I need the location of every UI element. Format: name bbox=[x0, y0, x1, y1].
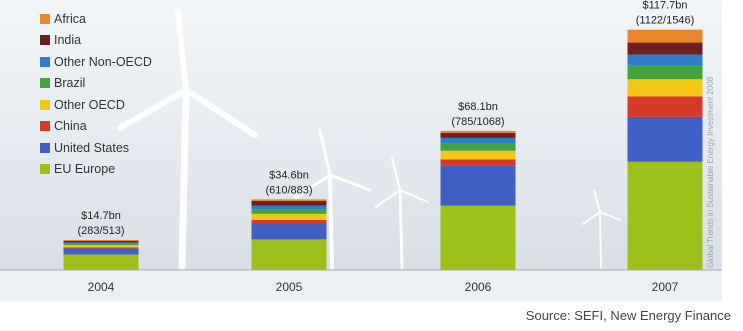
legend-swatch-brazil bbox=[40, 78, 50, 89]
bar-deals-label-2007: (1122/1546) bbox=[636, 15, 695, 27]
x-tick-2004: 2004 bbox=[88, 280, 115, 294]
bar-segment-2005-india bbox=[251, 200, 327, 206]
legend-swatch-other-non-oecd bbox=[40, 56, 50, 67]
turbine-decoration bbox=[117, 9, 621, 272]
legend-label-india: India bbox=[54, 33, 82, 48]
x-tick-2005: 2005 bbox=[276, 280, 303, 294]
bar-segment-2004-other-oecd bbox=[63, 245, 139, 248]
bar-segment-2006-india bbox=[440, 133, 516, 138]
legend-label-brazil: Brazil bbox=[54, 76, 86, 91]
bar-total-label-2005: $34.6bn bbox=[269, 169, 309, 181]
bar-segment-2005-brazil bbox=[251, 209, 327, 214]
legend-swatch-china bbox=[40, 121, 50, 132]
background bbox=[0, 0, 722, 270]
legend-label-eu-europe: EU Europe bbox=[54, 162, 116, 177]
bar-segment-2007-china bbox=[627, 96, 703, 117]
bar-segment-2006-other-non-oecd bbox=[440, 137, 516, 144]
bar-segment-2006-china bbox=[440, 159, 516, 166]
bars bbox=[63, 29, 703, 270]
legend-item-africa: Africa bbox=[40, 8, 152, 30]
legend-item-eu-europe: EU Europe bbox=[40, 159, 152, 181]
legend-swatch-africa bbox=[40, 13, 50, 24]
legend-label-china: China bbox=[54, 119, 87, 134]
legend: Africa India Other Non-OECD Brazil Other… bbox=[40, 8, 152, 180]
bar-total-label-2006: $68.1bn bbox=[458, 101, 498, 113]
bar-segment-2007-eu-europe bbox=[627, 161, 703, 270]
legend-swatch-other-oecd bbox=[40, 99, 50, 110]
legend-swatch-india bbox=[40, 35, 50, 46]
bar-total-label-2007: $117.7bn bbox=[642, 0, 687, 12]
bar-segment-2006-eu-europe bbox=[440, 205, 516, 270]
bar-segment-2007-other-non-oecd bbox=[627, 54, 703, 66]
bar-segment-2005-other-oecd bbox=[251, 213, 327, 220]
legend-label-africa: Africa bbox=[54, 11, 86, 26]
bar-segment-2004-eu-europe bbox=[63, 254, 139, 270]
bar-segment-2005-eu-europe bbox=[251, 239, 327, 270]
x-tick-2007: 2007 bbox=[652, 280, 679, 294]
bar-segment-2006-brazil bbox=[440, 143, 516, 151]
bar-segment-2004-africa bbox=[63, 239, 139, 241]
legend-swatch-eu-europe bbox=[40, 164, 50, 175]
bar-segment-2007-africa bbox=[627, 29, 703, 43]
legend-item-brazil: Brazil bbox=[40, 73, 152, 95]
watermark: Global Trends in Sustainable Energy Inve… bbox=[706, 76, 715, 268]
bar-segment-2004-brazil bbox=[63, 243, 139, 246]
legend-label-other-oecd: Other OECD bbox=[54, 97, 125, 112]
bar-segment-2007-united-states bbox=[627, 116, 703, 162]
legend-item-united-states: United States bbox=[40, 137, 152, 159]
bar-segment-2006-united-states bbox=[440, 165, 516, 206]
legend-swatch-united-states bbox=[40, 142, 50, 153]
bar-deals-label-2006: (785/1068) bbox=[451, 116, 504, 128]
bar-segment-2004-china bbox=[63, 247, 139, 249]
bar-segment-2006-other-oecd bbox=[440, 150, 516, 160]
bar-segment-2004-india bbox=[63, 240, 139, 243]
legend-label-other-non-oecd: Other Non-OECD bbox=[54, 54, 152, 69]
bar-segment-2005-china bbox=[251, 219, 327, 224]
bar-segment-2005-africa bbox=[251, 199, 327, 201]
source-note: Source: SEFI, New Energy Finance bbox=[525, 308, 731, 323]
legend-item-other-oecd: Other OECD bbox=[40, 94, 152, 116]
bar-segment-2005-other-non-oecd bbox=[251, 205, 327, 210]
legend-item-india: India bbox=[40, 30, 152, 52]
legend-item-other-non-oecd: Other Non-OECD bbox=[40, 51, 152, 73]
bar-labels: $14.7bn (283/513) $34.6bn (610/883) $68.1bn (… bbox=[77, 0, 694, 237]
bar-segment-2004-other-non-oecd bbox=[63, 242, 139, 244]
axis-band bbox=[0, 271, 722, 301]
legend-item-china: China bbox=[40, 116, 152, 138]
bar-segment-2007-brazil bbox=[627, 65, 703, 80]
legend-label-united-states: United States bbox=[54, 140, 130, 155]
bar-segment-2007-india bbox=[627, 42, 703, 55]
bar-deals-label-2005: (610/883) bbox=[265, 184, 312, 196]
bar-deals-label-2004: (283/513) bbox=[77, 225, 124, 237]
bar-total-label-2004: $14.7bn bbox=[81, 210, 121, 222]
x-tick-2006: 2006 bbox=[465, 280, 492, 294]
bar-segment-2004-united-states bbox=[63, 248, 139, 255]
bar-segment-2007-other-oecd bbox=[627, 79, 703, 97]
bar-segment-2006-africa bbox=[440, 130, 516, 134]
x-tick-labels: 2004 2005 2006 2007 bbox=[88, 280, 679, 294]
bar-segment-2005-united-states bbox=[251, 223, 327, 240]
